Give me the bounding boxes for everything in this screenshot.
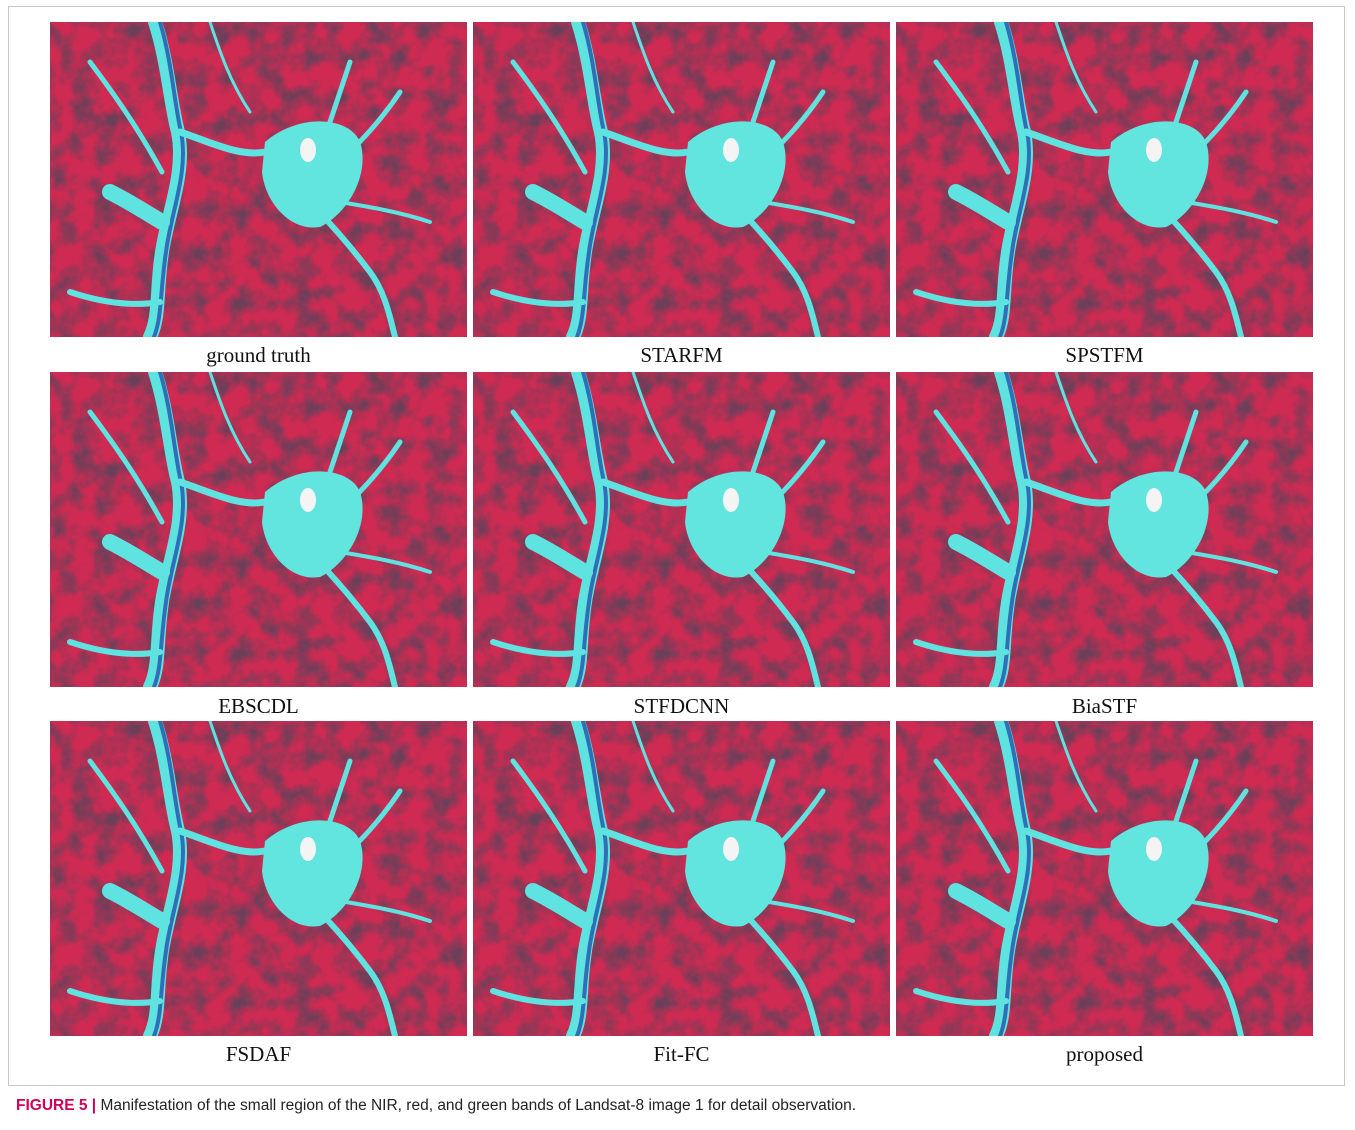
image	[50, 22, 467, 337]
panel-label: ground truth	[50, 343, 467, 368]
image	[473, 22, 890, 337]
image	[896, 721, 1313, 1036]
satellite-image	[473, 22, 890, 337]
image	[896, 22, 1313, 337]
image-content	[50, 721, 467, 1036]
image-content	[473, 22, 890, 337]
satellite-image	[50, 372, 467, 687]
panel-label: EBSCDL	[50, 694, 467, 719]
satellite-image	[896, 372, 1313, 687]
image-content	[473, 372, 890, 687]
image-content	[896, 22, 1313, 337]
satellite-image	[50, 22, 467, 337]
image	[50, 372, 467, 687]
image	[50, 721, 467, 1036]
caption: FIGURE 5 | Manifestation of the small re…	[16, 1097, 856, 1115]
image-content	[896, 721, 1313, 1036]
panel-label: STARFM	[473, 343, 890, 368]
panel-label: Fit-FC	[473, 1042, 890, 1067]
satellite-image	[50, 721, 467, 1036]
panel-label: FSDAF	[50, 1042, 467, 1067]
satellite-image	[473, 721, 890, 1036]
page: FIGURE 5 | Manifestation of the small re…	[0, 0, 1355, 1130]
satellite-image	[896, 22, 1313, 337]
image-content	[50, 22, 467, 337]
panel-label: proposed	[896, 1042, 1313, 1067]
panel-label: SPSTFM	[896, 343, 1313, 368]
satellite-image	[473, 372, 890, 687]
panel-label: STFDCNN	[473, 694, 890, 719]
caption-label: FIGURE 5 |	[16, 1097, 96, 1114]
image-content	[473, 721, 890, 1036]
satellite-image	[896, 721, 1313, 1036]
panel-label: BiaSTF	[896, 694, 1313, 719]
image-content	[896, 372, 1313, 687]
caption-text: Manifestation of the small region of the…	[100, 1097, 856, 1114]
image	[473, 721, 890, 1036]
image	[473, 372, 890, 687]
image-content	[50, 372, 467, 687]
image	[896, 372, 1313, 687]
